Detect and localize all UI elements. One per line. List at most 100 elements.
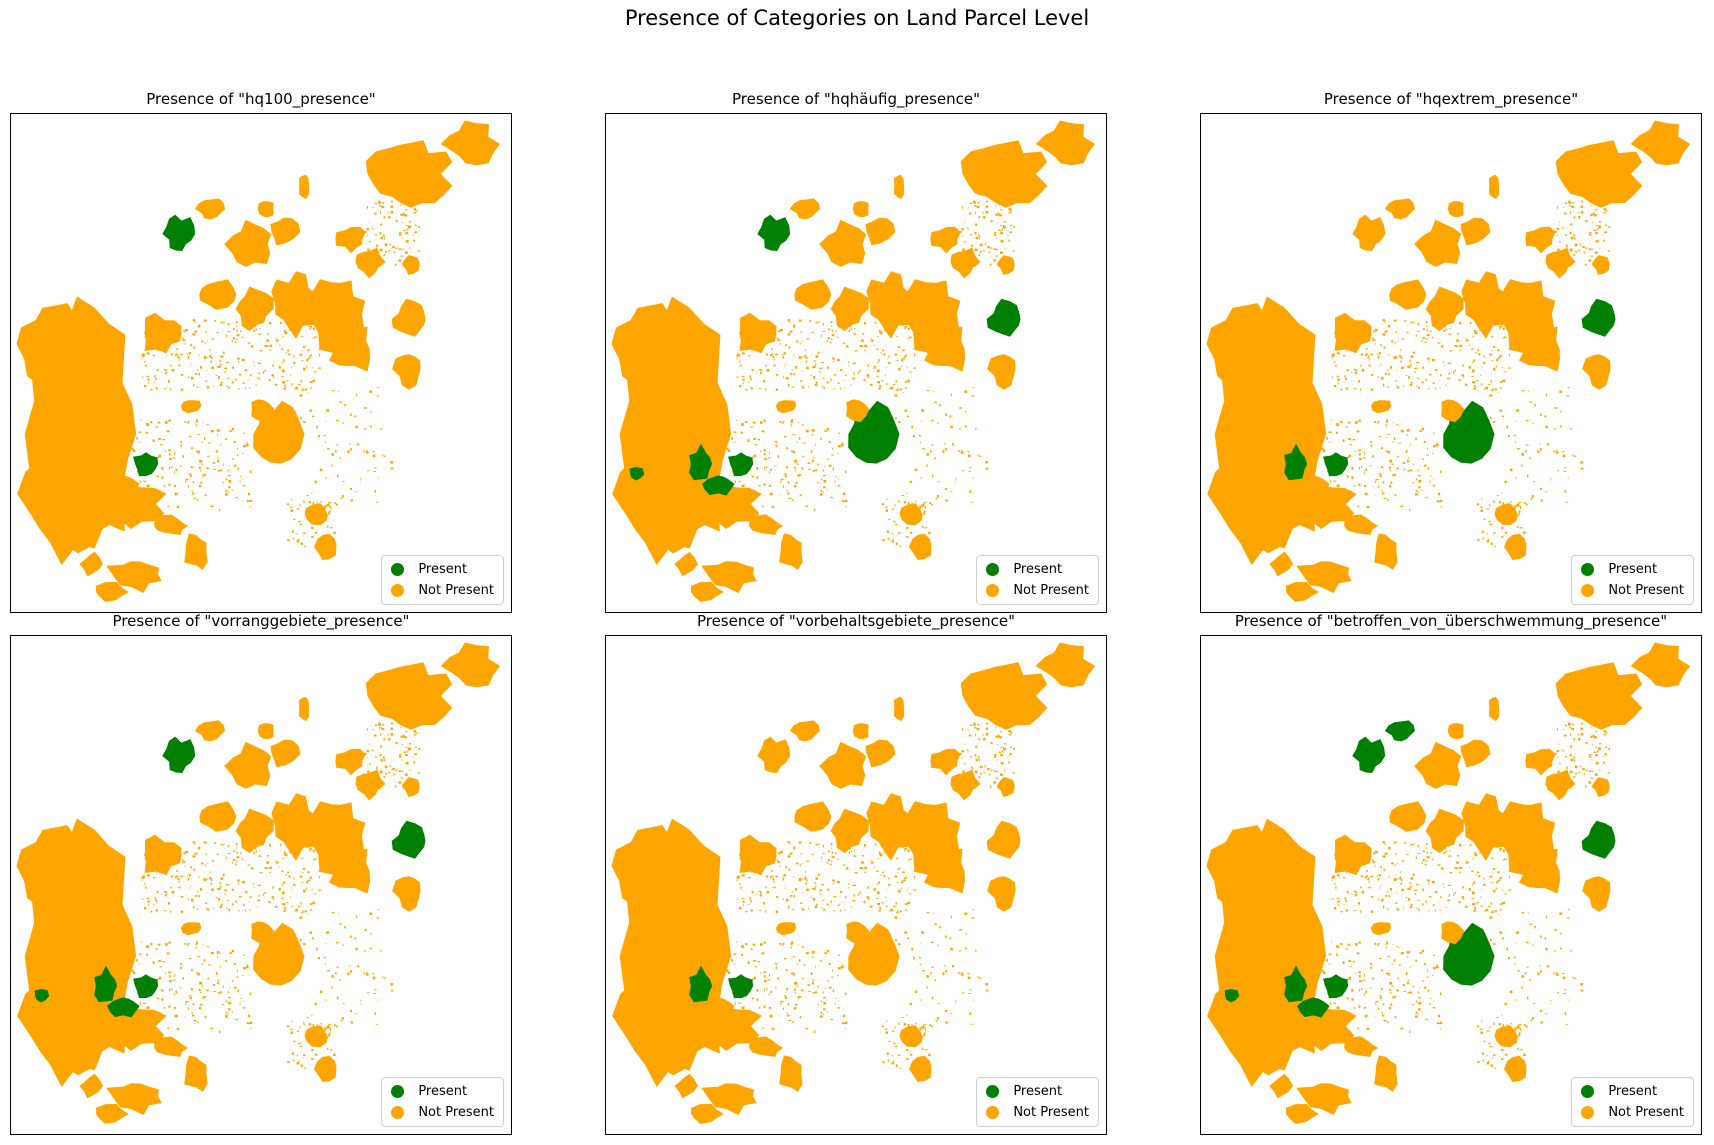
parcel-speck — [975, 733, 976, 736]
parcel-speck — [1508, 957, 1510, 960]
parcel-speck — [1596, 228, 1599, 231]
parcel-speck — [915, 1023, 917, 1025]
parcel-speck — [228, 1008, 231, 1011]
parcel-speck — [964, 912, 968, 915]
parcel-speck — [955, 481, 956, 483]
parcel-speck — [275, 337, 277, 339]
parcel-speck — [331, 453, 334, 456]
parcel-speck — [904, 848, 908, 850]
parcel-speck — [886, 367, 887, 369]
parcel-speck — [1573, 776, 1576, 778]
parcel-speck — [765, 875, 769, 878]
parcel-speck — [1385, 450, 1389, 453]
parcel-speck — [1521, 912, 1525, 914]
parcel-speck — [185, 1000, 189, 1003]
parcel-speck — [1415, 493, 1418, 496]
parcel-speck — [263, 893, 265, 896]
parcel-speck — [1480, 383, 1484, 385]
parcel-speck — [192, 841, 195, 844]
parcel-speck — [1394, 1016, 1397, 1019]
parcel-speck — [1524, 503, 1527, 505]
parcel-speck — [1403, 468, 1407, 470]
parcel-speck — [974, 232, 977, 235]
legend-item-present: Present — [391, 559, 494, 580]
parcel-speck — [318, 869, 320, 872]
parcel-speck — [801, 370, 803, 372]
parcel-speck — [819, 893, 822, 895]
parcel-speck — [763, 941, 766, 944]
parcel-speck — [826, 381, 829, 384]
parcel-speck — [802, 862, 804, 864]
parcel-speck — [1430, 330, 1432, 333]
parcel-speck — [158, 960, 161, 962]
parcel-speck — [1403, 320, 1406, 322]
parcel-speck — [741, 945, 744, 948]
parcel-speck — [899, 545, 901, 547]
parcel-speck — [193, 868, 196, 871]
parcel-speck — [880, 874, 882, 876]
parcel-speck — [1539, 443, 1541, 445]
parcel-speck — [802, 356, 804, 358]
parcel-speck — [248, 901, 250, 903]
parcel-speck — [821, 385, 823, 388]
parcel-speck — [1414, 371, 1417, 373]
parcel-speck — [854, 328, 856, 330]
parcel-region-n-mid1 — [224, 219, 272, 267]
parcel-region-south5 — [1286, 582, 1319, 602]
parcel-speck — [775, 444, 777, 448]
parcel-speck — [229, 952, 232, 954]
parcel-speck — [968, 993, 971, 994]
parcel-region-east — [391, 298, 426, 337]
parcel-speck — [1417, 469, 1419, 472]
parcel-speck — [844, 387, 846, 389]
parcel-speck — [808, 907, 809, 910]
parcel-speck — [1363, 471, 1365, 474]
map-panel: Present Not Present — [1200, 113, 1702, 613]
parcel-speck — [334, 1024, 336, 1026]
parcel-speck — [400, 213, 403, 216]
parcel-speck — [985, 200, 988, 203]
parcel-speck — [304, 388, 307, 391]
parcel-speck — [1391, 463, 1394, 465]
parcel-speck — [765, 466, 768, 468]
parcel-speck — [904, 848, 906, 852]
parcel-speck — [1517, 970, 1520, 972]
parcel-speck — [1473, 359, 1475, 362]
parcel-speck — [792, 1021, 794, 1024]
map-panel: Present Not Present — [605, 635, 1107, 1135]
parcel-region-south3 — [701, 1083, 757, 1115]
parcel-speck — [1363, 484, 1366, 487]
legend-label: Not Present — [1608, 583, 1684, 598]
parcel-speck — [783, 874, 786, 877]
parcel-speck — [876, 348, 879, 350]
parcel-speck — [765, 388, 767, 391]
parcel-speck — [286, 380, 289, 382]
parcel-region-upper-mid — [199, 801, 237, 832]
parcel-speck — [1439, 470, 1442, 473]
parcel-speck — [222, 1004, 225, 1006]
parcel-speck — [763, 971, 766, 973]
parcel-speck — [1351, 989, 1354, 992]
parcel-speck — [913, 367, 916, 369]
parcel-speck — [1556, 450, 1558, 452]
parcel-speck — [296, 508, 300, 510]
parcel-speck — [931, 444, 934, 446]
parcel-speck — [771, 348, 773, 350]
parcel-speck — [758, 369, 762, 371]
parcel-speck — [1559, 763, 1561, 765]
parcel-speck — [1595, 773, 1598, 776]
parcel-speck — [782, 898, 784, 900]
parcel-speck — [1443, 365, 1445, 367]
parcel-speck — [1008, 239, 1010, 242]
parcel-speck — [182, 977, 184, 980]
parcel-speck — [1391, 963, 1394, 965]
parcel-speck — [1009, 210, 1013, 212]
parcel-speck — [1364, 1014, 1368, 1018]
parcel-speck — [985, 461, 988, 464]
parcel-speck — [843, 492, 846, 496]
parcel-speck — [173, 993, 175, 996]
parcel-speck — [859, 370, 862, 372]
parcel-speck — [175, 468, 177, 471]
parcel-speck — [1459, 322, 1461, 325]
parcel-speck — [1396, 467, 1399, 470]
